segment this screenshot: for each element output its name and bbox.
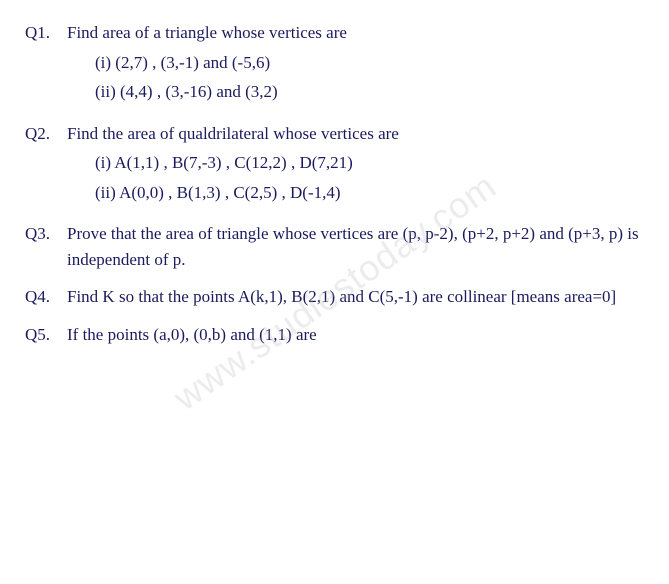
question-body: Find K so that the points A(k,1), B(2,1)… xyxy=(67,284,644,310)
question-sub-1: (i) (2,7) , (3,-1) and (-5,6) xyxy=(95,50,644,76)
question-1: Q1. Find area of a triangle whose vertic… xyxy=(25,20,644,109)
question-sub-1: (i) A(1,1) , B(7,-3) , C(12,2) , D(7,21) xyxy=(95,150,644,176)
question-body: Find the area of qualdrilateral whose ve… xyxy=(67,121,644,210)
question-5: Q5. If the points (a,0), (0,b) and (1,1)… xyxy=(25,322,644,348)
question-body: If the points (a,0), (0,b) and (1,1) are xyxy=(67,322,644,348)
question-body: Find area of a triangle whose vertices a… xyxy=(67,20,644,109)
question-4: Q4. Find K so that the points A(k,1), B(… xyxy=(25,284,644,310)
question-sub-2: (ii) (4,4) , (3,-16) and (3,2) xyxy=(95,79,644,105)
question-body: Prove that the area of triangle whose ve… xyxy=(67,221,644,272)
question-3: Q3. Prove that the area of triangle whos… xyxy=(25,221,644,272)
question-number: Q2. xyxy=(25,121,67,210)
question-text: If the points (a,0), (0,b) and (1,1) are xyxy=(67,322,644,348)
question-number: Q1. xyxy=(25,20,67,109)
question-number: Q5. xyxy=(25,322,67,348)
question-number: Q4. xyxy=(25,284,67,310)
question-number: Q3. xyxy=(25,221,67,272)
question-text: Find area of a triangle whose vertices a… xyxy=(67,20,644,46)
question-sub-2: (ii) A(0,0) , B(1,3) , C(2,5) , D(-1,4) xyxy=(95,180,644,206)
question-text: Prove that the area of triangle whose ve… xyxy=(67,221,644,272)
question-text: Find K so that the points A(k,1), B(2,1)… xyxy=(67,284,644,310)
question-2: Q2. Find the area of qualdrilateral whos… xyxy=(25,121,644,210)
question-text: Find the area of qualdrilateral whose ve… xyxy=(67,121,644,147)
